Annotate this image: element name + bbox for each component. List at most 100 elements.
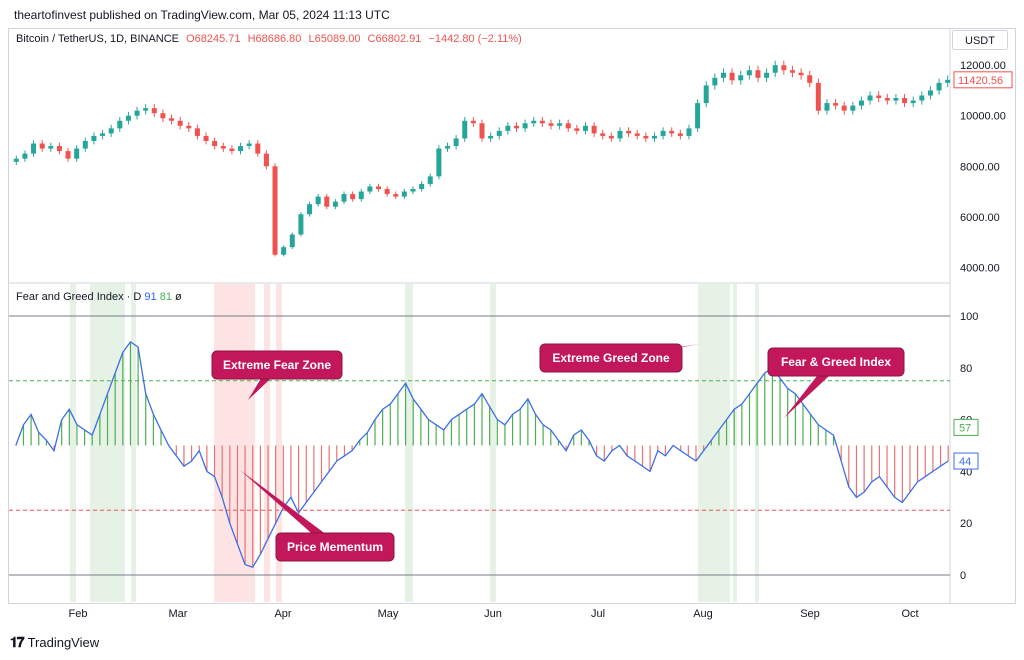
candle-body (479, 123, 485, 139)
annotation-box (767, 347, 905, 377)
chart-panel[interactable] (8, 28, 1016, 604)
candle-body (82, 140, 88, 149)
candle-body (229, 148, 235, 152)
candle-body (513, 125, 519, 129)
candle-body (876, 95, 882, 99)
candle-body (31, 143, 37, 154)
index-line-series (15, 341, 949, 568)
candle-body (177, 120, 183, 126)
greed-zone (698, 284, 730, 602)
low-value: L65089.00 (308, 33, 361, 45)
annotation-pointer (240, 470, 343, 547)
candle-body (289, 234, 295, 248)
candle-body (367, 186, 373, 192)
histogram-last-label: 57 (959, 422, 971, 434)
indicator-name: Fear and Greed Index · D (16, 291, 142, 303)
candle-body (591, 125, 597, 134)
candle-body (815, 82, 821, 111)
candle-body (936, 82, 942, 91)
footer: 𝟏𝟕 TradingView (10, 634, 99, 651)
candle-body (410, 189, 416, 192)
symbol-name: Bitcoin / TetherUS, 1D, BINANCE (16, 33, 180, 45)
index-last-tag (953, 452, 979, 470)
candle-body (22, 153, 28, 159)
candle-body (436, 148, 442, 177)
indicator-value-3: ø (175, 291, 182, 303)
candle-body (358, 191, 364, 200)
annotation-label: Price Mementum (287, 540, 383, 554)
candle-body (13, 158, 19, 162)
candle-body (169, 118, 175, 121)
price-tick-label: 12000.00 (960, 60, 1006, 72)
candle-body (669, 130, 675, 134)
candle-body (160, 113, 166, 119)
candle-body (557, 123, 563, 126)
candle-body (246, 143, 252, 147)
candle-body (867, 95, 873, 101)
greed-zone (490, 284, 496, 602)
open-value: O68245.71 (186, 33, 241, 45)
candle-body (194, 128, 200, 136)
candlestick-series (13, 60, 951, 257)
candle-body (56, 146, 62, 152)
tradingview-logo-icon: 𝟏𝟕 (10, 634, 25, 650)
candle-body (315, 196, 321, 205)
x-axis-label: Feb (69, 608, 88, 620)
candle-body (427, 176, 433, 184)
brand-name: TradingView (27, 635, 100, 650)
currency-button[interactable]: USDT (952, 30, 1008, 50)
close-value: C66802.91 (367, 33, 422, 45)
candle-body (833, 103, 839, 106)
candle-body (108, 128, 114, 134)
index-tick-label: 20 (960, 518, 972, 530)
annotation-label: Fear & Greed Index (781, 355, 891, 369)
candle-body (117, 120, 123, 129)
last-price-label: 11420.56 (958, 75, 1003, 87)
price-tick-label: 10000.00 (960, 111, 1006, 123)
candle-body (686, 128, 692, 136)
x-axis-label: Mar (169, 608, 188, 620)
candle-body (332, 201, 338, 207)
candle-body (626, 130, 632, 134)
candle-body (419, 183, 425, 190)
candle-body (539, 120, 545, 124)
x-axis-label: Apr (274, 608, 291, 620)
candle-body (746, 70, 752, 76)
candle-body (281, 247, 287, 255)
indicator-value-2: 81 (159, 291, 172, 303)
candle-body (565, 123, 571, 129)
candle-body (462, 120, 468, 139)
candle-body (574, 128, 580, 131)
candle-body (263, 153, 269, 167)
histogram-last-tag (953, 418, 979, 436)
index-tick-label: 0 (960, 570, 966, 582)
price-tick-label: 8000.00 (960, 161, 1000, 173)
candle-body (764, 72, 770, 78)
candle-body (488, 135, 494, 139)
candle-body (324, 196, 330, 207)
candle-body (729, 72, 735, 81)
candle-body (143, 108, 149, 111)
candle-body (384, 189, 390, 195)
candle-body (772, 65, 778, 73)
symbol-legend[interactable]: Bitcoin / TetherUS, 1D, BINANCE O68245.7… (16, 33, 526, 45)
candle-body (445, 146, 451, 149)
x-axis-label: Aug (693, 608, 713, 620)
candle-body (470, 120, 476, 124)
price-tick-label: 6000.00 (960, 212, 1000, 224)
candle-body (789, 70, 795, 73)
indicator-legend[interactable]: Fear and Greed Index · D 91 81 ø (16, 291, 182, 303)
publisher-line: theartofinvest published on TradingView.… (14, 8, 390, 22)
histogram-series (22, 341, 949, 568)
candle-body (255, 143, 261, 154)
annotation-box (211, 350, 343, 380)
index-line (15, 341, 949, 568)
candle-body (531, 120, 537, 124)
candle-body (660, 130, 666, 136)
candle-body (582, 125, 588, 131)
axis-labels: 12000.00 10000.00 8000.00 6000.00 4000.00 114… (69, 60, 1013, 620)
candle-body (307, 204, 313, 215)
candle-body (48, 146, 54, 149)
candle-body (893, 98, 899, 101)
